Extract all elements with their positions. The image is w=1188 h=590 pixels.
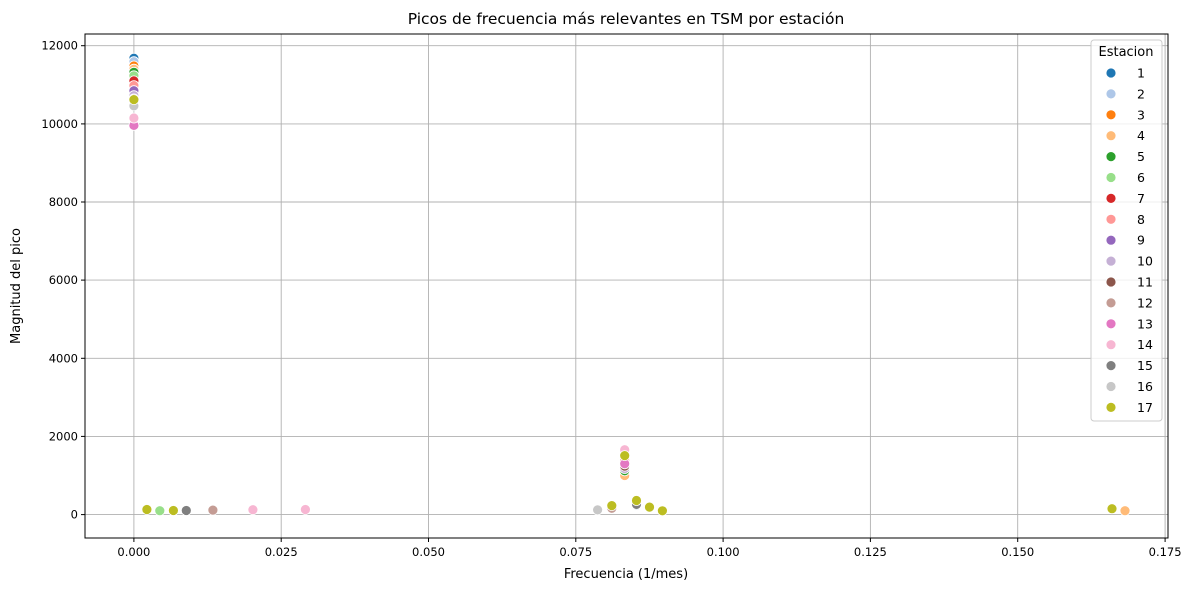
y-tick-label: 8000 — [49, 195, 78, 209]
legend-marker — [1105, 360, 1117, 372]
legend-marker — [1105, 381, 1117, 392]
series-14 — [128, 112, 631, 516]
legend-item-16: 16 — [1105, 379, 1153, 394]
chart-title: Picos de frecuencia más relevantes en TS… — [408, 10, 845, 28]
x-tick-label: 0.075 — [559, 545, 592, 559]
legend-label: 15 — [1137, 358, 1153, 373]
legend-item-4: 4 — [1105, 128, 1145, 143]
grid-lines — [85, 34, 1168, 538]
data-point-station-16 — [592, 504, 603, 516]
legend-marker — [1105, 297, 1117, 309]
legend-label: 10 — [1137, 254, 1153, 269]
y-tick-label: 2000 — [49, 429, 78, 443]
data-point-station-17 — [167, 505, 179, 516]
x-tick-label: 0.175 — [1149, 545, 1182, 559]
legend-marker — [1105, 67, 1117, 79]
y-tick-label: 4000 — [49, 351, 78, 365]
legend-marker — [1105, 88, 1117, 100]
legend-label: 3 — [1137, 107, 1145, 122]
legend-marker — [1105, 130, 1117, 142]
data-point-station-17 — [619, 450, 631, 462]
data-point-station-14 — [247, 504, 259, 516]
legend-item-7: 7 — [1105, 191, 1145, 206]
legend-label: 1 — [1137, 66, 1145, 81]
legend-marker — [1105, 213, 1117, 225]
y-axis-label: Magnitud del pico — [9, 228, 24, 344]
legend-label: 6 — [1137, 170, 1145, 185]
legend-marker — [1105, 192, 1117, 204]
legend-item-12: 12 — [1105, 295, 1153, 310]
legend-item-6: 6 — [1105, 170, 1145, 185]
legend-label: 4 — [1137, 128, 1145, 143]
legend-item-13: 13 — [1105, 316, 1153, 331]
x-tick-label: 0.150 — [1001, 545, 1034, 559]
legend-marker — [1105, 109, 1117, 121]
x-tick-label: 0.125 — [854, 545, 887, 559]
legend-label: 14 — [1137, 337, 1153, 352]
legend-marker — [1105, 234, 1117, 246]
legend-label: 13 — [1137, 316, 1153, 331]
y-tick-label: 0 — [71, 508, 78, 522]
legend-item-8: 8 — [1105, 212, 1145, 227]
plot-area-frame — [84, 33, 1169, 539]
legend-item-14: 14 — [1105, 337, 1153, 352]
legend-item-11: 11 — [1105, 275, 1153, 290]
legend-marker — [1105, 172, 1117, 183]
data-point-station-17 — [644, 501, 655, 513]
legend-item-9: 9 — [1105, 233, 1145, 248]
legend-label: 2 — [1137, 86, 1145, 101]
legend-item-17: 17 — [1105, 400, 1153, 415]
legend-item-10: 10 — [1105, 254, 1153, 269]
x-tick-label: 0.050 — [412, 545, 445, 559]
legend-label: 17 — [1137, 400, 1153, 415]
y-tick-label: 12000 — [41, 39, 78, 53]
data-point-station-6 — [154, 505, 166, 517]
y-axis-ticks: 0 2000 4000 6000 8000 10000 12000 — [41, 39, 85, 522]
legend-label: 16 — [1137, 379, 1153, 394]
legend-marker — [1105, 339, 1117, 351]
legend-label: 8 — [1137, 212, 1145, 227]
legend-label: 12 — [1137, 295, 1153, 310]
legend-marker — [1105, 255, 1117, 267]
data-point-station-17 — [128, 94, 140, 105]
data-point-station-14 — [128, 112, 140, 124]
x-axis-label: Frecuencia (1/mes) — [564, 567, 688, 582]
data-point-station-17 — [631, 495, 642, 506]
data-point-station-12 — [207, 504, 219, 516]
legend-title: Estacion — [1098, 45, 1153, 60]
legend-marker — [1105, 276, 1117, 288]
legend-label: 5 — [1137, 149, 1145, 164]
legend-label: 11 — [1137, 275, 1153, 290]
x-tick-label: 0.025 — [265, 545, 298, 559]
data-point-station-17 — [657, 505, 668, 517]
data-point-station-17 — [1106, 503, 1118, 515]
data-point-station-17 — [141, 504, 153, 515]
legend-marker — [1105, 401, 1117, 413]
data-point-station-14 — [299, 504, 311, 515]
legend-item-15: 15 — [1105, 358, 1153, 373]
x-tick-label: 0.000 — [117, 545, 150, 559]
data-point-station-17 — [606, 500, 618, 512]
legend-marker — [1105, 318, 1117, 330]
x-axis-ticks: 0.000 0.025 0.050 0.075 0.100 0.125 0.150 0.175 — [117, 538, 1182, 559]
legend-item-1: 1 — [1105, 66, 1145, 81]
legend-item-3: 3 — [1105, 107, 1145, 122]
legend-item-2: 2 — [1105, 86, 1145, 101]
legend-item-5: 5 — [1105, 149, 1145, 164]
y-tick-label: 6000 — [49, 273, 78, 287]
series-17 — [128, 94, 1118, 517]
legend-label: 9 — [1137, 233, 1145, 248]
legend-marker — [1105, 151, 1117, 163]
data-point-station-4 — [1119, 505, 1131, 517]
x-tick-label: 0.100 — [707, 545, 740, 559]
y-tick-label: 10000 — [41, 117, 78, 131]
data-points — [128, 52, 1131, 517]
legend-label: 7 — [1137, 191, 1145, 206]
data-point-station-15 — [180, 505, 192, 516]
